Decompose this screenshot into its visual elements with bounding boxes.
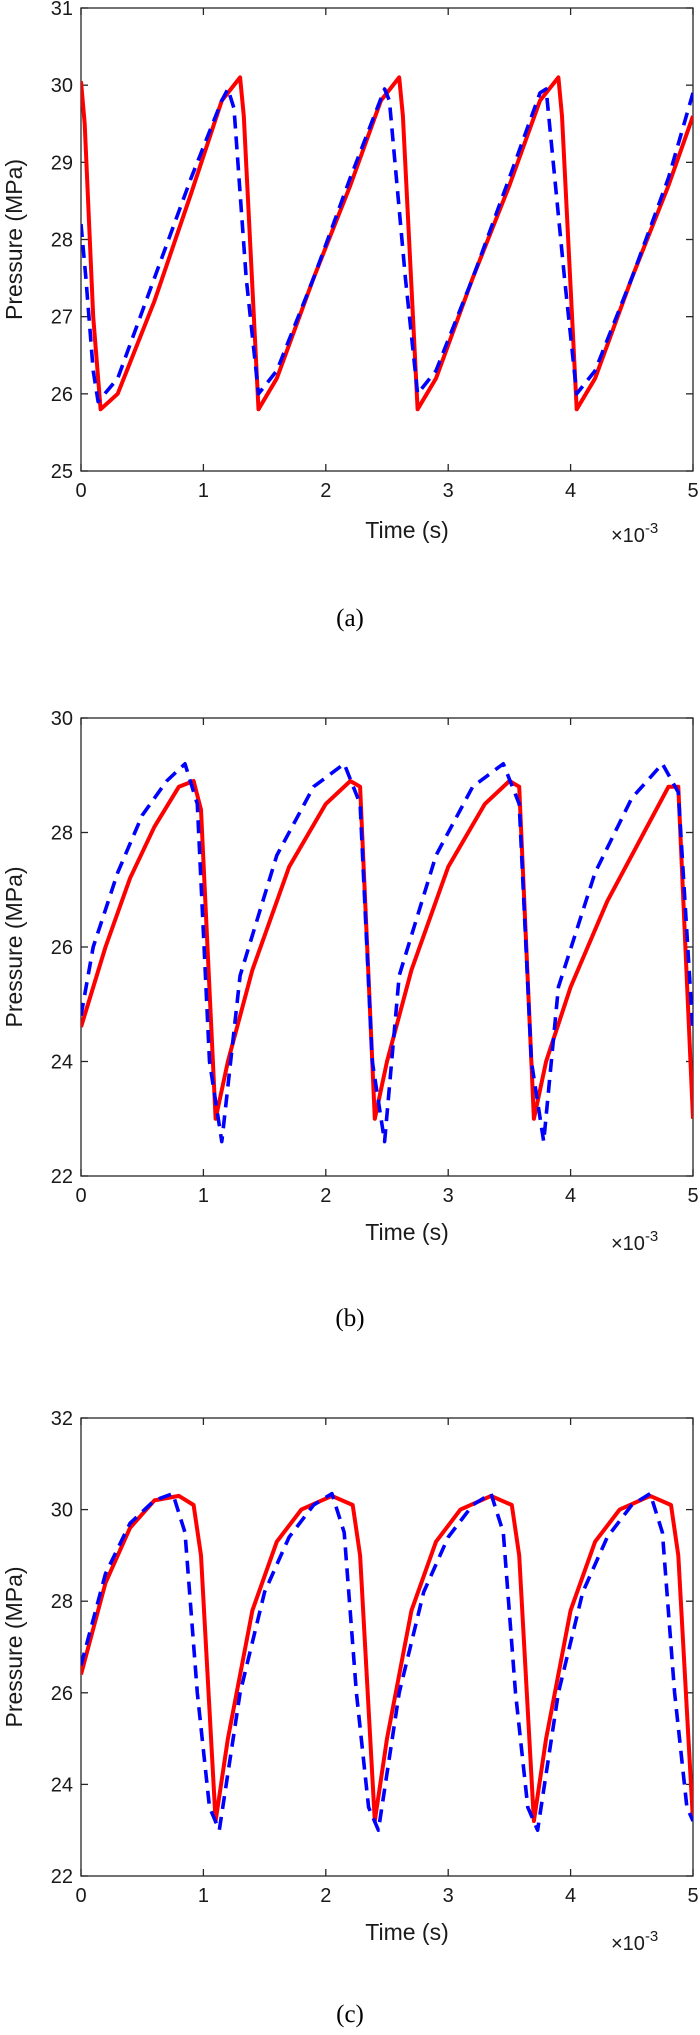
x-exponent-power: -3 <box>645 520 658 537</box>
panel-caption: (c) <box>336 2001 364 2028</box>
x-tick-label: 0 <box>75 1885 86 1907</box>
panel-caption: (b) <box>335 1305 364 1332</box>
x-exponent-base: ×10 <box>611 525 645 547</box>
y-tick-label: 25 <box>51 461 73 483</box>
y-tick-label: 26 <box>51 937 73 959</box>
y-tick-label: 24 <box>51 1052 73 1074</box>
x-tick-label: 1 <box>198 480 209 502</box>
y-axis-label: Pressure (MPa) <box>1 1566 27 1727</box>
y-tick-label: 30 <box>51 1500 73 1522</box>
dashed-series-line <box>81 761 693 1144</box>
x-tick-label: 0 <box>75 480 86 502</box>
y-axis-label: Pressure (MPa) <box>1 866 27 1027</box>
y-tick-label: 24 <box>51 1774 73 1796</box>
x-tick-label: 3 <box>443 1885 454 1907</box>
x-tick-label: 4 <box>565 480 576 502</box>
x-axis-label: Time (s) <box>365 1919 448 1945</box>
x-tick-label: 1 <box>198 1885 209 1907</box>
x-tick-label: 5 <box>687 1185 698 1207</box>
x-tick-label: 2 <box>320 480 331 502</box>
y-tick-label: 30 <box>51 75 73 97</box>
x-exponent-base: ×10 <box>611 1233 645 1255</box>
x-tick-label: 5 <box>687 1885 698 1907</box>
chart-panel-1: 0 1 2 3 4 5 25 26 27 28 29 30 31 Time (s) Pressure (MP… <box>1 0 699 632</box>
x-tick-label: 2 <box>320 1185 331 1207</box>
x-exponent-power: -3 <box>645 1228 658 1245</box>
y-tick-label: 29 <box>51 152 73 174</box>
x-exponent-base: ×10 <box>611 1933 645 1955</box>
y-axis-label: Pressure (MPa) <box>1 159 27 320</box>
y-tick-label: 22 <box>51 1166 73 1188</box>
chart-panel-2: 0 1 2 3 4 5 22 24 26 28 30 Time (s) Pressure (MPa) ×1… <box>1 708 699 1332</box>
y-tick-label: 22 <box>51 1866 73 1888</box>
y-tick-label: 32 <box>51 1408 73 1430</box>
y-tick-label: 27 <box>51 307 73 329</box>
axes-box <box>80 1417 694 1877</box>
y-tick-label: 28 <box>51 823 73 845</box>
y-tick-label: 26 <box>51 1683 73 1705</box>
x-exponent-power: -3 <box>645 1928 658 1945</box>
solid-series-line <box>81 1493 693 1823</box>
dashed-series-line <box>81 1491 693 1832</box>
y-tick-label: 30 <box>51 708 73 730</box>
y-tick-label: 26 <box>51 384 73 406</box>
y-tick-label: 28 <box>51 1591 73 1613</box>
chart-panel-3: 0 1 2 3 4 5 22 24 26 28 30 32 Time (s) Pressure (MPa)… <box>1 1408 699 2028</box>
x-tick-label: 2 <box>320 1885 331 1907</box>
axes-box <box>80 7 694 472</box>
x-exponent-label: ×10-3 <box>611 520 658 547</box>
x-tick-label: 3 <box>443 480 454 502</box>
x-exponent-label: ×10-3 <box>611 1928 658 1955</box>
x-exponent-label: ×10-3 <box>611 1228 658 1255</box>
dashed-series-line <box>81 87 693 404</box>
x-tick-label: 5 <box>687 480 698 502</box>
x-tick-label: 4 <box>565 1885 576 1907</box>
x-axis-label: Time (s) <box>365 517 448 543</box>
axes-box <box>80 717 694 1177</box>
y-tick-label: 31 <box>51 0 73 20</box>
panel-caption: (a) <box>336 605 364 632</box>
x-tick-label: 1 <box>198 1185 209 1207</box>
y-tick-label: 28 <box>51 230 73 252</box>
x-tick-label: 4 <box>565 1185 576 1207</box>
x-tick-label: 3 <box>443 1185 454 1207</box>
solid-series-line <box>81 779 693 1121</box>
x-axis-label: Time (s) <box>365 1219 448 1245</box>
x-tick-label: 0 <box>75 1185 86 1207</box>
